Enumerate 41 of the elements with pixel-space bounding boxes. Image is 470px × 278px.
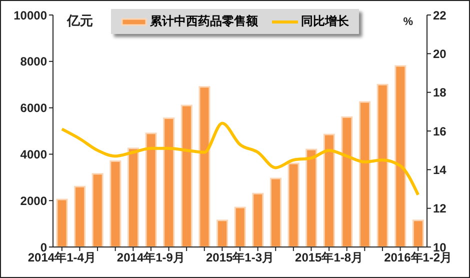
bar [376,84,388,247]
y-tick-label: 4000 [20,147,48,162]
bar [252,192,264,247]
bar [270,178,282,247]
legend-label: 同比增长 [301,13,349,30]
y2-tick-label: 14 [433,162,447,177]
bar [216,220,228,247]
x-tick-label: 2015年1-3月 [206,250,274,265]
y2-tick-label: 12 [433,202,447,216]
line-series [60,122,420,196]
y-axis-title: 亿元 [66,13,93,28]
bar [412,220,424,247]
x-tick-label: 2014年1-9月 [116,250,185,265]
bar [92,173,104,247]
bar [56,198,68,247]
legend-label: 累计中西药品零售额 [150,13,258,30]
bar [198,86,210,247]
y-tick-label: 6000 [20,101,48,116]
x-tick-label: 2015年1-8月 [295,250,364,265]
bar [145,132,157,247]
y-tick-label: 2000 [20,194,48,208]
bar [180,104,192,247]
y-tick-label: 8000 [20,54,48,69]
y2-tick-label: 18 [433,86,447,100]
y-tick-label: 10000 [14,8,48,22]
bar [234,206,246,247]
bar [163,117,175,247]
bar [127,148,139,247]
bar [288,162,300,247]
bar [341,116,353,247]
bar [74,186,86,247]
y2-tick-label: 16 [433,124,447,138]
y2-tick-label: 20 [433,46,447,61]
bar [110,160,122,247]
y2-axis-title: % [403,16,414,28]
x-tick-label: 2016年1-2月 [384,250,452,265]
bar [394,65,406,247]
y2-tick-label: 22 [433,8,447,22]
bar [359,101,371,247]
bar [323,134,335,247]
bar [306,148,318,247]
